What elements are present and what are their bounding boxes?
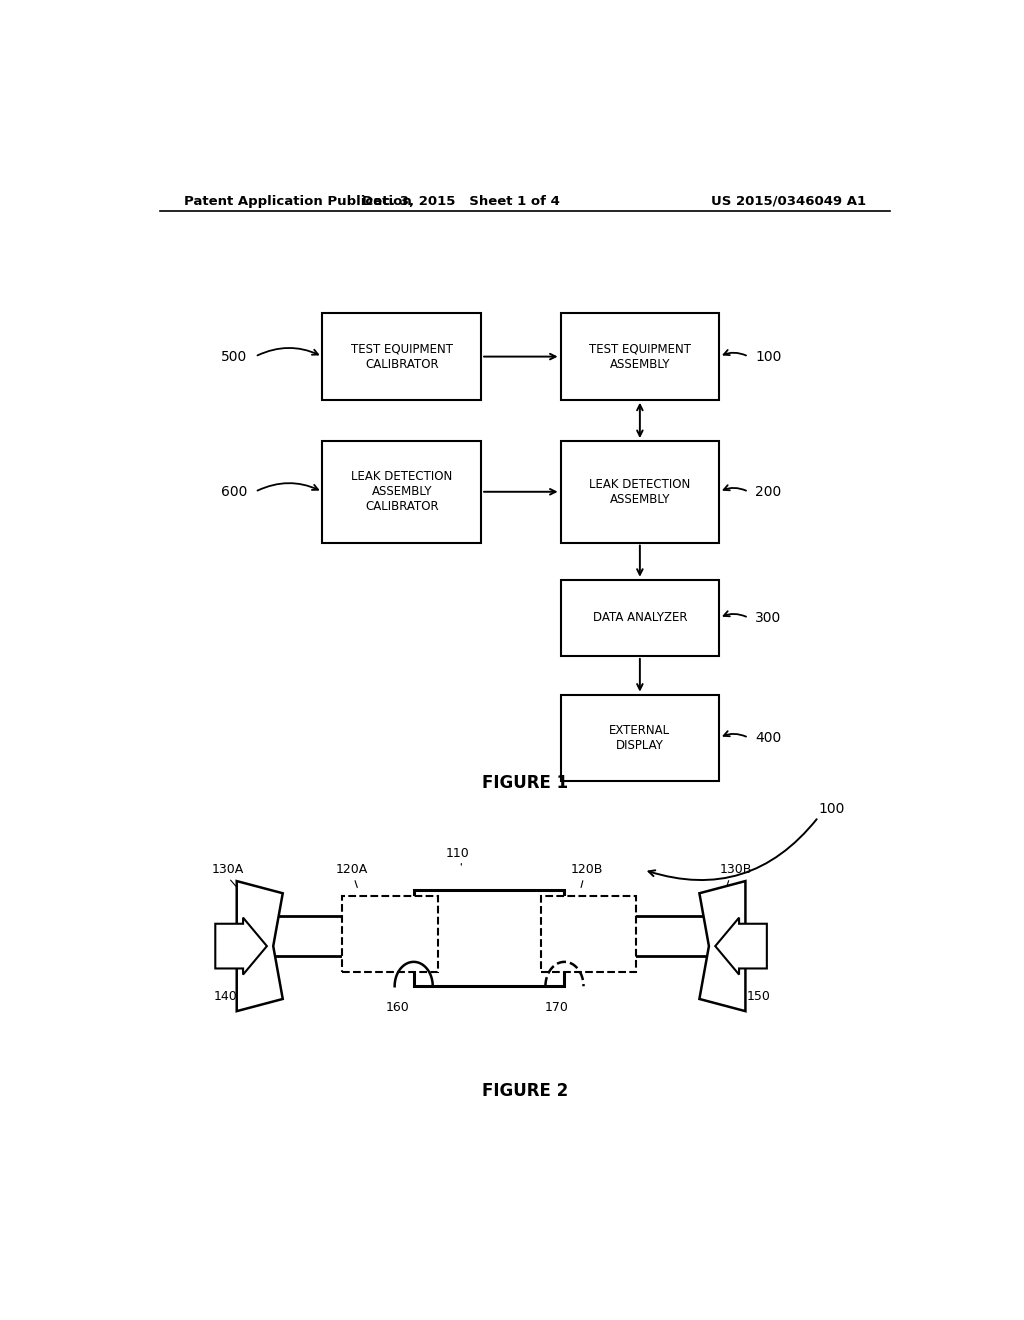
Text: Patent Application Publication: Patent Application Publication bbox=[183, 194, 412, 207]
Text: 140: 140 bbox=[214, 990, 238, 1003]
Text: 170: 170 bbox=[545, 1001, 568, 1014]
Text: 120B: 120B bbox=[570, 863, 603, 876]
Bar bbox=[560, 579, 719, 656]
Bar bbox=[323, 441, 481, 543]
Text: FIGURE 1: FIGURE 1 bbox=[481, 775, 568, 792]
Text: Dec. 3, 2015   Sheet 1 of 4: Dec. 3, 2015 Sheet 1 of 4 bbox=[362, 194, 560, 207]
Text: 100: 100 bbox=[755, 350, 781, 363]
Bar bbox=[560, 313, 719, 400]
Text: 130A: 130A bbox=[211, 863, 244, 876]
Text: 160: 160 bbox=[386, 1001, 410, 1014]
Text: 150: 150 bbox=[748, 990, 771, 1003]
Text: LEAK DETECTION
ASSEMBLY: LEAK DETECTION ASSEMBLY bbox=[589, 478, 690, 506]
Bar bbox=[560, 441, 719, 543]
Text: DATA ANALYZER: DATA ANALYZER bbox=[593, 611, 687, 624]
Text: 400: 400 bbox=[755, 731, 781, 744]
Polygon shape bbox=[715, 917, 767, 974]
PathPatch shape bbox=[699, 880, 745, 1011]
Text: 200: 200 bbox=[755, 484, 781, 499]
Text: LEAK DETECTION
ASSEMBLY
CALIBRATOR: LEAK DETECTION ASSEMBLY CALIBRATOR bbox=[351, 470, 453, 513]
PathPatch shape bbox=[237, 880, 283, 1011]
Bar bbox=[342, 896, 437, 972]
Text: TEST EQUIPMENT
ASSEMBLY: TEST EQUIPMENT ASSEMBLY bbox=[589, 343, 691, 371]
Text: 120A: 120A bbox=[336, 863, 369, 876]
Polygon shape bbox=[215, 917, 267, 974]
Bar bbox=[414, 890, 564, 986]
Text: EXTERNAL
DISPLAY: EXTERNAL DISPLAY bbox=[609, 723, 671, 752]
Text: 500: 500 bbox=[221, 350, 247, 363]
Text: TEST EQUIPMENT
CALIBRATOR: TEST EQUIPMENT CALIBRATOR bbox=[351, 343, 453, 371]
Text: FIGURE 2: FIGURE 2 bbox=[481, 1082, 568, 1101]
Bar bbox=[560, 694, 719, 781]
Text: 130B: 130B bbox=[720, 863, 753, 876]
Bar bbox=[541, 896, 636, 972]
Text: US 2015/0346049 A1: US 2015/0346049 A1 bbox=[711, 194, 866, 207]
Text: 100: 100 bbox=[818, 801, 845, 816]
Text: 110: 110 bbox=[445, 847, 469, 861]
Text: 600: 600 bbox=[220, 484, 247, 499]
Bar bbox=[323, 313, 481, 400]
Text: 300: 300 bbox=[755, 611, 781, 624]
